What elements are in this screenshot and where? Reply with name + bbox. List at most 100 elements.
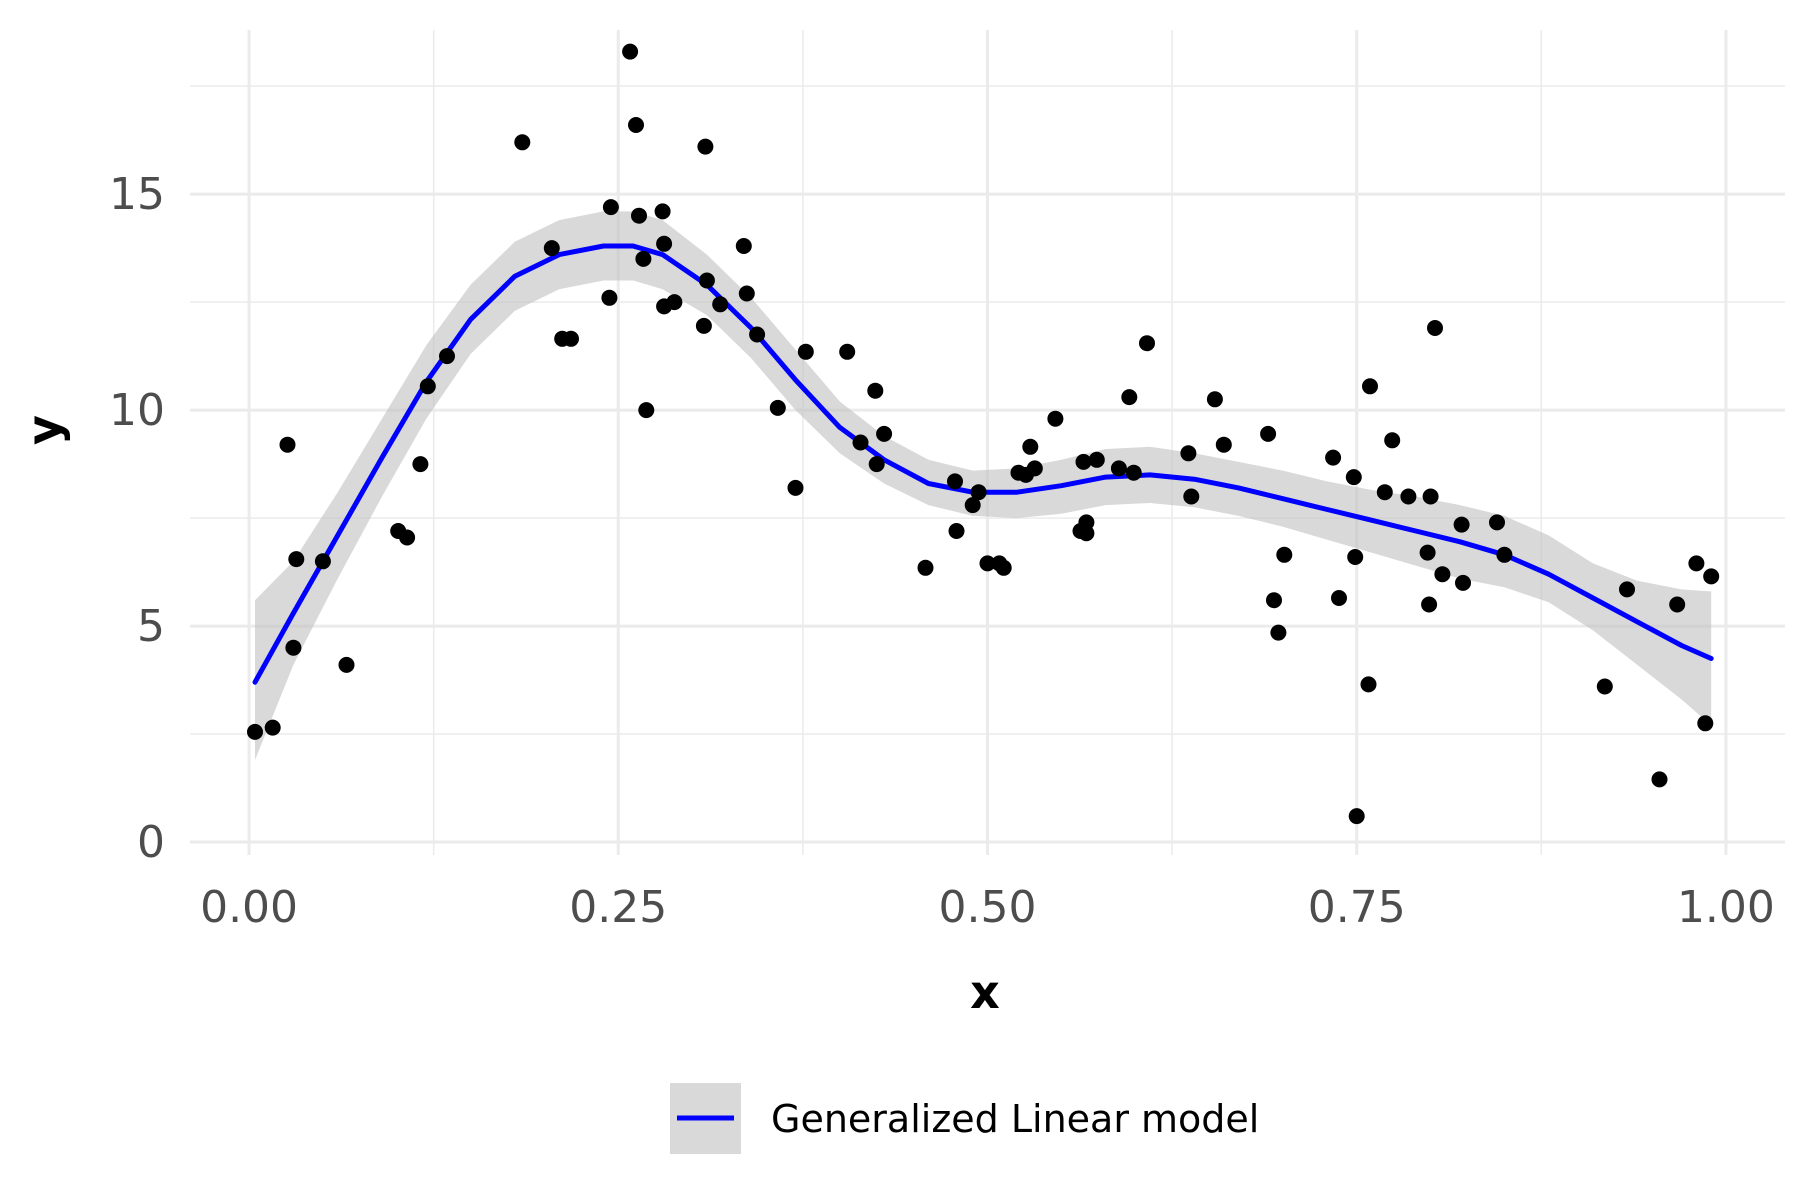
data-point xyxy=(563,330,579,347)
data-point xyxy=(1139,335,1155,352)
data-point xyxy=(1596,678,1613,695)
data-point xyxy=(631,207,647,224)
data-point xyxy=(1078,514,1095,531)
data-point xyxy=(419,378,436,395)
data-point xyxy=(1026,460,1043,477)
data-point xyxy=(1331,590,1347,606)
data-point xyxy=(797,343,814,360)
data-point xyxy=(735,238,752,254)
data-point xyxy=(979,555,996,572)
data-point xyxy=(601,289,618,306)
data-point xyxy=(247,723,263,740)
data-points xyxy=(247,43,1720,825)
y-tick-label: 10 xyxy=(109,385,165,436)
data-point xyxy=(1121,389,1138,406)
data-point xyxy=(1651,771,1668,788)
legend-label: Generalized Linear model xyxy=(771,1097,1259,1141)
data-point xyxy=(285,639,302,656)
data-point xyxy=(1047,410,1064,427)
y-tick-label: 5 xyxy=(137,601,165,652)
data-point xyxy=(654,203,671,220)
data-point xyxy=(622,43,639,60)
data-point xyxy=(264,719,281,736)
data-point xyxy=(1215,436,1232,453)
data-point xyxy=(635,250,652,267)
data-point xyxy=(279,436,296,453)
data-point xyxy=(1489,514,1505,531)
data-point xyxy=(1422,488,1439,505)
data-point xyxy=(543,240,560,257)
data-point xyxy=(1362,378,1378,395)
data-point xyxy=(412,456,429,473)
y-axis-ticks: 0 5 10 15 xyxy=(109,169,165,868)
data-point xyxy=(948,523,965,539)
data-point xyxy=(602,199,619,216)
data-point xyxy=(947,473,963,490)
y-axis-title: y xyxy=(17,415,71,445)
data-point xyxy=(995,559,1012,576)
grid xyxy=(190,30,1785,855)
data-point xyxy=(1260,425,1277,442)
data-point xyxy=(1206,391,1223,408)
data-point xyxy=(1434,566,1451,583)
data-point xyxy=(698,272,715,289)
data-point xyxy=(399,529,416,546)
data-point xyxy=(1427,320,1443,336)
data-point xyxy=(868,456,885,473)
data-point xyxy=(1088,451,1105,468)
data-point xyxy=(738,285,755,302)
data-point xyxy=(964,497,981,514)
x-tick-label: 0.75 xyxy=(1308,882,1406,933)
data-point xyxy=(1400,488,1417,505)
data-point xyxy=(1455,574,1471,591)
data-point xyxy=(1360,676,1377,693)
x-tick-label: 0.25 xyxy=(569,882,667,933)
data-point xyxy=(787,479,804,496)
data-point xyxy=(1703,568,1720,585)
data-point xyxy=(1376,484,1393,501)
data-point xyxy=(1022,438,1039,455)
data-point xyxy=(1325,449,1342,466)
data-point xyxy=(917,559,934,576)
x-axis-ticks: 0.00 0.25 0.50 0.75 1.00 xyxy=(200,882,1775,933)
data-point xyxy=(1270,624,1287,641)
data-point xyxy=(1669,596,1686,613)
x-tick-label: 0.00 xyxy=(200,882,298,933)
data-point xyxy=(439,348,455,365)
data-point xyxy=(1453,516,1470,533)
data-point xyxy=(1347,549,1364,565)
data-point xyxy=(839,343,856,360)
data-point xyxy=(1180,445,1197,462)
data-point xyxy=(638,402,655,419)
data-point xyxy=(970,484,987,501)
data-point xyxy=(1276,546,1293,563)
data-point xyxy=(852,434,869,451)
data-point xyxy=(1183,488,1200,505)
data-point xyxy=(666,294,683,311)
data-point xyxy=(338,656,355,673)
x-tick-label: 1.00 xyxy=(1677,882,1775,933)
data-point xyxy=(867,382,884,399)
data-point xyxy=(697,138,714,155)
data-point xyxy=(288,551,305,568)
data-point xyxy=(1384,432,1401,449)
data-point xyxy=(1619,581,1635,598)
data-point xyxy=(1345,469,1362,486)
data-point xyxy=(1125,464,1142,481)
data-point xyxy=(769,399,786,416)
data-point xyxy=(695,317,712,334)
data-point xyxy=(628,117,644,133)
data-point xyxy=(1688,555,1705,572)
data-point xyxy=(1421,596,1438,613)
y-tick-label: 15 xyxy=(109,169,165,220)
data-point xyxy=(1075,453,1092,470)
legend: Generalized Linear model xyxy=(670,1083,1259,1154)
data-point xyxy=(1697,715,1714,732)
data-point xyxy=(1266,592,1282,609)
data-point xyxy=(1419,544,1436,561)
x-tick-label: 0.50 xyxy=(939,882,1037,933)
data-point xyxy=(314,553,331,570)
data-point xyxy=(1110,460,1127,477)
